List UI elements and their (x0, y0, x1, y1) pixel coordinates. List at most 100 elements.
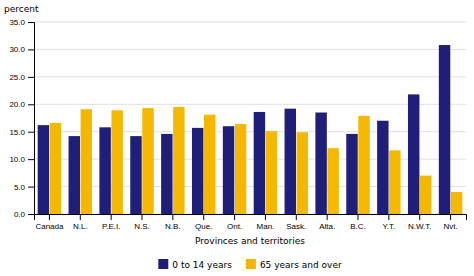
grid (34, 22, 466, 214)
bar (420, 176, 431, 214)
legend-item: 65 years and over (246, 259, 342, 270)
bar (38, 125, 49, 214)
tick: Y.T. (382, 214, 395, 231)
tick-mark (450, 214, 451, 220)
tick: 20.0 (9, 100, 34, 109)
tick-mark (419, 214, 420, 220)
bar (297, 132, 308, 214)
tick: Que. (195, 214, 212, 231)
axis-line (28, 23, 35, 215)
tick-label: Nvt. (443, 222, 457, 231)
bars (38, 45, 463, 214)
bar (223, 126, 234, 214)
grid-line (34, 159, 466, 160)
tick: N.S. (134, 214, 150, 231)
tick: Ont. (227, 214, 242, 231)
tick-mark (49, 214, 50, 220)
chart: 0.0 5.0 10.0 15.0 20.0 25.0 30.0 35.0 Canada N.L.… (0, 0, 474, 276)
bar (81, 109, 92, 214)
tick: Canada (35, 214, 64, 231)
tick: B.C. (350, 214, 366, 231)
bar (358, 116, 369, 214)
tick-label: 10.0 (9, 155, 25, 164)
tick-mark (172, 214, 173, 220)
tick-mark (28, 49, 34, 50)
tick-mark (28, 104, 34, 105)
tick-mark (388, 214, 389, 220)
bar (204, 115, 215, 214)
tick: 15.0 (9, 128, 34, 137)
bar (315, 113, 326, 214)
tick-label: 15.0 (9, 128, 25, 137)
bar (69, 136, 80, 214)
bar (285, 109, 296, 214)
tick-label: 30.0 (9, 45, 25, 54)
tick: 30.0 (9, 45, 34, 54)
tick-mark (296, 214, 297, 220)
bar (439, 45, 450, 214)
tick-label: 5.0 (14, 183, 26, 192)
bar-series (38, 45, 451, 214)
grid-line (34, 104, 466, 105)
tick-mark (28, 22, 34, 23)
bar (327, 148, 338, 214)
tick: Man. (257, 214, 275, 231)
tick: 5.0 (14, 183, 34, 192)
tick-label: N.S. (134, 222, 150, 231)
tick-label: Ont. (227, 222, 242, 231)
tick: 25.0 (9, 73, 34, 82)
grid-line (34, 131, 466, 132)
y-axis: 0.0 5.0 10.0 15.0 20.0 25.0 30.0 35.0 (9, 18, 34, 219)
grid-line (34, 76, 466, 77)
bar (130, 136, 141, 214)
tick: 0.0 (14, 210, 34, 219)
legend-item: 0 to 14 years (158, 259, 232, 270)
bar (50, 123, 61, 214)
bar (408, 94, 419, 214)
legend: 0 to 14 years 65 years and over (158, 259, 342, 270)
tick-label: 35.0 (9, 18, 25, 27)
tick-mark (327, 214, 328, 220)
tick-label: Y.T. (382, 222, 395, 231)
y-axis-title: percent (4, 4, 39, 14)
tick: N.L. (73, 214, 88, 231)
tick: N.W.T. (408, 214, 432, 231)
legend-label: 65 years and over (260, 260, 342, 270)
tick-mark (28, 214, 34, 215)
tick: Nvt. (443, 214, 457, 231)
tick-mark (28, 132, 34, 133)
tick-mark (358, 214, 359, 220)
tick-label: P.E.I. (102, 222, 121, 231)
x-axis: Canada N.L. P.E.I. N.S. N.B. Que. Ont. Man. Sask… (35, 214, 467, 231)
axis-line (35, 215, 467, 221)
tick-label: N.W.T. (408, 222, 432, 231)
grid-line (34, 22, 466, 23)
bar (389, 150, 400, 214)
tick-mark (142, 214, 143, 220)
bar-series (50, 107, 463, 214)
bar (451, 192, 462, 214)
tick-label: Man. (257, 222, 275, 231)
legend-swatch (246, 259, 256, 269)
tick-label: Que. (195, 222, 212, 231)
bar (173, 107, 184, 214)
tick-mark (111, 214, 112, 220)
tick-label: Alta. (319, 222, 335, 231)
bar (99, 127, 110, 214)
tick-label: Sask. (286, 222, 306, 231)
tick-mark (28, 77, 34, 78)
tick-mark (80, 214, 81, 220)
bar (142, 108, 153, 214)
legend-swatch (158, 259, 168, 269)
x-axis-title: Provinces and territories (195, 236, 305, 246)
bar (111, 110, 122, 214)
bar (192, 128, 203, 214)
tick-label: N.B. (165, 222, 181, 231)
bar (254, 112, 265, 214)
tick-mark (234, 214, 235, 220)
tick: 35.0 (9, 18, 34, 27)
grid-line (34, 49, 466, 50)
tick-label: 25.0 (9, 73, 25, 82)
tick-mark (28, 187, 34, 188)
tick-label: 0.0 (14, 210, 26, 219)
